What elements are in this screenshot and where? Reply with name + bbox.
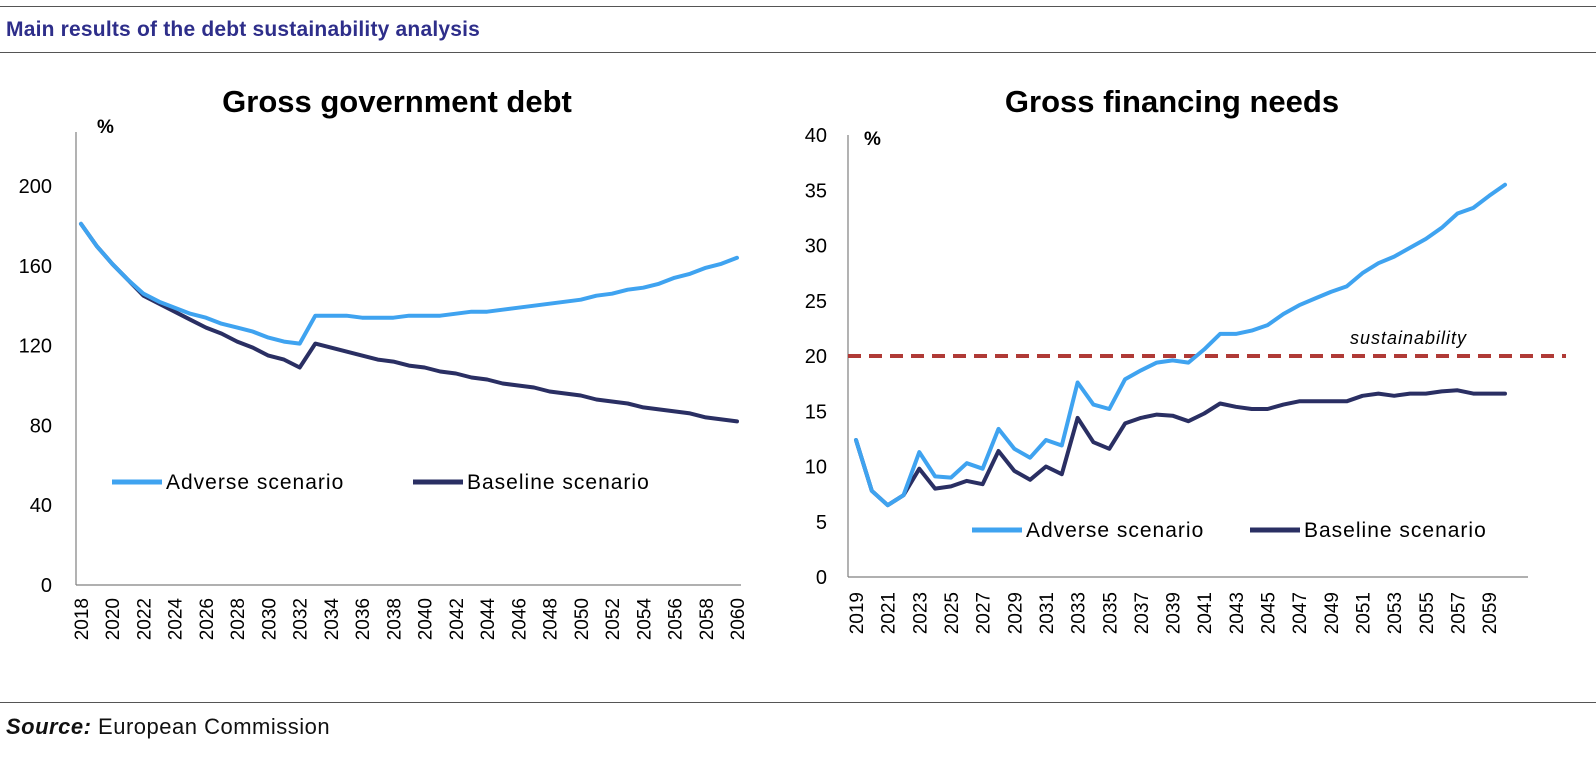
legend: Adverse scenario Baseline scenario <box>972 519 1487 542</box>
x-tick-label: 2043 <box>1227 592 1248 634</box>
x-tick-label: 2059 <box>1480 592 1501 634</box>
series-line-baseline <box>79 221 739 424</box>
x-tick-label: 2023 <box>910 592 931 634</box>
x-tick-label: 2035 <box>1100 592 1121 634</box>
y-tick-label: 30 <box>805 236 827 258</box>
series-line-adverse <box>79 221 739 346</box>
x-tick-label: 2055 <box>1417 592 1438 634</box>
x-tick-label: 2022 <box>134 598 155 640</box>
x-tick-label: 2048 <box>541 598 562 640</box>
x-tick-label: 2019 <box>847 592 868 634</box>
x-tick-label: 2040 <box>416 598 437 640</box>
sustainability-threshold-label: sustainability <box>1350 328 1467 348</box>
x-tick-label: 2046 <box>509 598 530 640</box>
y-tick-label: 35 <box>805 180 827 202</box>
legend-label-baseline: Baseline scenario <box>467 471 650 494</box>
y-tick-label: 200 <box>19 176 52 198</box>
x-tick-label: 2031 <box>1037 592 1058 634</box>
x-tick-label: 2049 <box>1322 592 1343 634</box>
x-tick-label: 2051 <box>1354 592 1375 634</box>
series-line-baseline <box>854 388 1507 508</box>
y-tick-label: 20 <box>805 346 827 368</box>
x-tick-label: 2018 <box>72 598 93 640</box>
x-tick-label: 2028 <box>228 598 249 640</box>
gross-financing-needs-chart: Gross financing needs % 0510152025303540… <box>805 84 1566 634</box>
y-tick-label: 120 <box>19 336 52 358</box>
x-tick-label: 2058 <box>697 598 718 640</box>
x-tick-label: 2034 <box>322 598 343 641</box>
chart-title: Gross government debt <box>222 84 572 119</box>
x-tick-label: 2021 <box>879 592 900 634</box>
x-tick-label: 2038 <box>384 598 405 640</box>
gross-government-debt-chart: Gross government debt % 0 40 80 120 160 200 2… <box>19 84 749 641</box>
y-tick-label: 15 <box>805 401 827 423</box>
y-tick-label: 25 <box>805 291 827 313</box>
x-tick-label: 2039 <box>1164 592 1185 634</box>
x-tick-label: 2054 <box>634 598 655 641</box>
title-rule <box>0 52 1596 53</box>
x-tick-label: 2030 <box>259 598 280 640</box>
top-rule <box>0 6 1596 7</box>
legend-label-baseline: Baseline scenario <box>1304 519 1487 542</box>
x-tick-label: 2020 <box>103 598 124 640</box>
x-tick-label: 2060 <box>728 598 749 640</box>
x-tick-label: 2056 <box>666 598 687 640</box>
y-tick-label: 40 <box>30 495 52 517</box>
y-tick-label: 80 <box>30 415 52 437</box>
x-tick-label: 2041 <box>1195 592 1216 634</box>
legend-label-adverse: Adverse scenario <box>166 471 344 494</box>
y-tick-label: 5 <box>816 512 827 534</box>
y-unit-label: % <box>864 129 881 150</box>
y-unit-label: % <box>97 117 114 138</box>
y-tick-label: 0 <box>41 575 52 597</box>
source-text: European Commission <box>98 714 331 739</box>
x-tick-label: 2025 <box>942 592 963 634</box>
x-tick-label: 2052 <box>603 598 624 640</box>
x-tick-label: 2027 <box>974 592 995 634</box>
x-tick-label: 2050 <box>572 598 593 640</box>
x-tick-label: 2029 <box>1005 592 1026 634</box>
y-tick-label: 40 <box>805 125 827 147</box>
page-title: Main results of the debt sustainability … <box>6 18 481 41</box>
legend-label-adverse: Adverse scenario <box>1026 519 1204 542</box>
source-note: Source: European Commission <box>6 714 330 740</box>
x-tick-label: 2032 <box>291 598 312 640</box>
x-tick-label: 2044 <box>478 598 499 641</box>
x-tick-label: 2045 <box>1259 592 1280 634</box>
x-tick-label: 2042 <box>447 598 468 640</box>
source-label: Source: <box>6 714 92 739</box>
footer-rule <box>0 702 1596 703</box>
x-tick-label: 2053 <box>1385 592 1406 634</box>
x-tick-label: 2037 <box>1132 592 1153 634</box>
y-tick-label: 0 <box>816 567 827 589</box>
y-tick-label: 10 <box>805 457 827 479</box>
x-tick-label: 2036 <box>353 598 374 640</box>
series-line-adverse <box>854 182 1507 508</box>
legend: Adverse scenario Baseline scenario <box>112 471 650 494</box>
x-tick-label: 2024 <box>166 598 187 641</box>
x-tick-label: 2057 <box>1449 592 1470 634</box>
y-tick-label: 160 <box>19 256 52 278</box>
x-tick-label: 2047 <box>1290 592 1311 634</box>
chart-title: Gross financing needs <box>1005 84 1339 119</box>
x-tick-label: 2033 <box>1069 592 1090 634</box>
x-tick-label: 2026 <box>197 598 218 640</box>
